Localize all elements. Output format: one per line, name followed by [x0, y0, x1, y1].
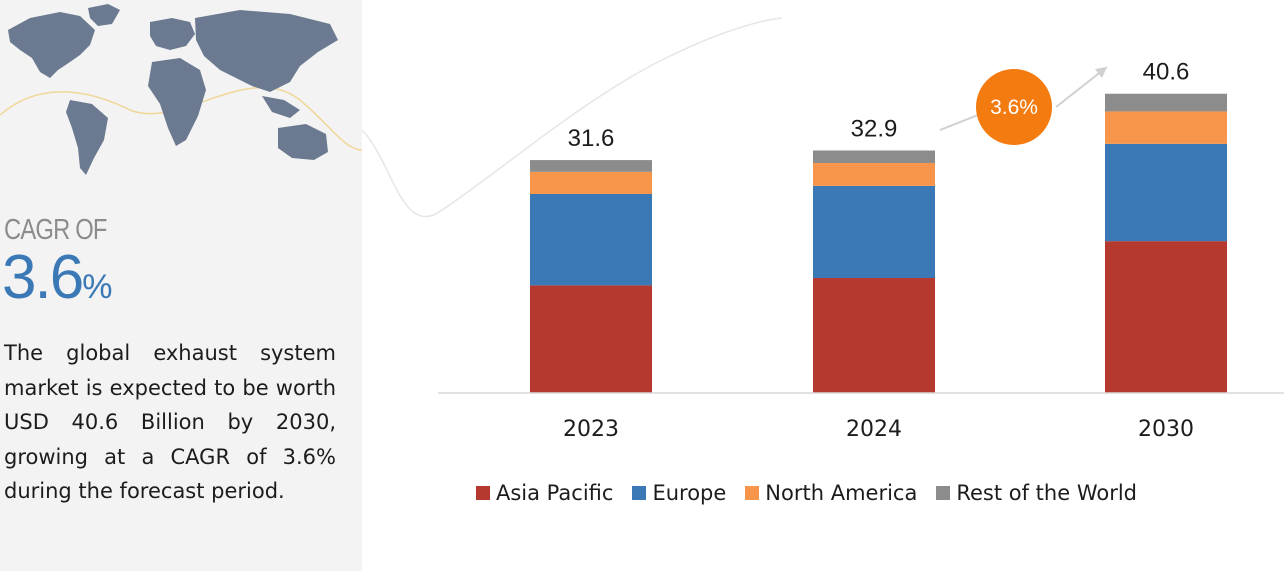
x-tick-label-2030: 2030 — [1138, 417, 1194, 442]
bar-segment-asia-pacific-2024 — [813, 278, 935, 393]
legend-label: Asia Pacific — [496, 481, 614, 505]
legend-item-rest-of-the-world: Rest of the World — [936, 481, 1137, 505]
total-label-2030: 40.6 — [1143, 59, 1190, 86]
bar-segment-north-america-2024 — [813, 163, 935, 186]
bar-segment-europe-2024 — [813, 185, 935, 279]
bar-segment-north-america-2023 — [530, 171, 652, 194]
bar-segment-rest-of-the-world-2030 — [1105, 93, 1227, 112]
africa-shape — [148, 58, 206, 146]
cagr-percent-sign: % — [82, 268, 113, 306]
bar-segment-north-america-2030 — [1105, 111, 1227, 144]
asia-shape — [195, 10, 338, 92]
growth-arrow-line — [1055, 66, 1108, 108]
europe-shape — [150, 18, 195, 50]
legend-label: North America — [765, 481, 918, 505]
south-america-shape — [66, 100, 108, 175]
chart-legend: Asia Pacific Europe North America Rest of t… — [476, 481, 1156, 505]
bar-segment-asia-pacific-2023 — [530, 285, 652, 393]
legend-label: Rest of the World — [956, 481, 1137, 505]
x-tick-label-2024: 2024 — [846, 417, 902, 442]
legend-item-asia-pacific: Asia Pacific — [476, 481, 613, 505]
growth-badge-circle — [976, 69, 1052, 145]
summary-panel: CAGR OF 3.6% The global exhaust system m… — [0, 0, 362, 571]
world-map-graphic — [0, 4, 362, 175]
legend-item-north-america: North America — [745, 481, 917, 505]
cagr-number: 3.6 — [2, 243, 84, 312]
growth-badge-label: 3.6% — [990, 96, 1038, 119]
total-label-2023: 31.6 — [568, 125, 615, 152]
legend-swatch — [936, 486, 951, 500]
growth-arrow-tail — [939, 114, 979, 131]
legend-swatch — [476, 486, 490, 500]
australia-shape — [278, 124, 328, 160]
x-tick-label-2023: 2023 — [563, 417, 619, 442]
bars-layer — [530, 93, 1227, 393]
total-label-2024: 32.9 — [851, 115, 898, 142]
market-summary-text: The global exhaust system market is expe… — [4, 341, 336, 503]
southeast-asia-shape — [262, 96, 300, 118]
decorative-curve-chart — [362, 17, 783, 218]
cagr-label: CAGR OF — [4, 214, 107, 246]
labels-layer: 31.6 2023 32.9 2024 40.6 2030 — [563, 59, 1194, 442]
growth-arrow-head — [1095, 67, 1107, 78]
bar-segment-europe-2023 — [530, 193, 652, 286]
greenland-shape — [88, 4, 120, 26]
bar-segment-rest-of-the-world-2023 — [530, 160, 652, 172]
legend-swatch — [632, 486, 647, 500]
legend-item-europe: Europe — [632, 481, 726, 505]
bar-segment-asia-pacific-2030 — [1105, 241, 1227, 393]
stacked-bar-chart: 31.6 2023 32.9 2024 40.6 2030 3.6% — [362, 17, 1284, 442]
north-america-shape — [8, 12, 95, 78]
legend-swatch — [745, 486, 760, 500]
cagr-value: 3.6% — [2, 247, 112, 318]
legend-label: Europe — [652, 481, 727, 505]
bar-segment-rest-of-the-world-2024 — [813, 150, 935, 164]
bar-segment-europe-2030 — [1105, 143, 1227, 242]
growth-badge: 3.6% — [939, 66, 1108, 145]
